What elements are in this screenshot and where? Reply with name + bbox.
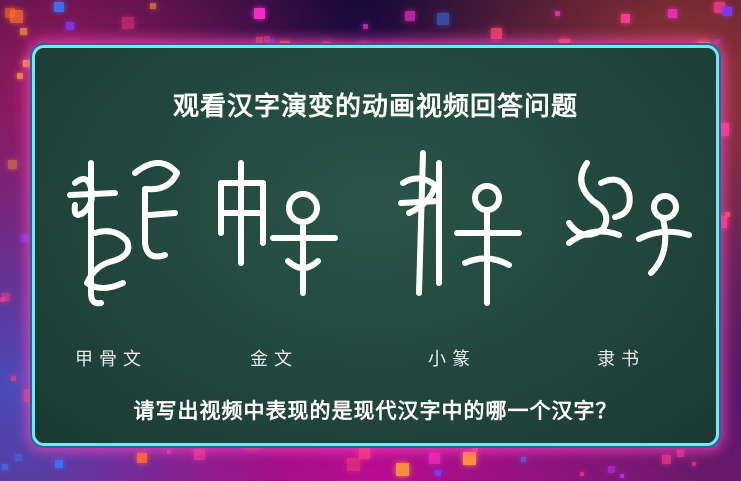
decor-block xyxy=(66,22,74,30)
decor-block xyxy=(15,454,22,461)
decor-block xyxy=(267,39,275,47)
decor-block xyxy=(11,376,16,381)
decor-block xyxy=(473,447,478,452)
decor-block xyxy=(54,2,64,12)
script-label-bronze: 金文 xyxy=(250,349,298,370)
decor-block xyxy=(435,470,441,476)
decor-block xyxy=(363,24,368,29)
decor-block xyxy=(491,28,502,39)
decor-block xyxy=(10,10,23,23)
decor-block xyxy=(347,458,360,471)
decor-block xyxy=(620,474,624,478)
decor-block xyxy=(396,463,409,476)
decor-block xyxy=(429,453,440,464)
blackboard-surface xyxy=(35,48,716,443)
decor-block xyxy=(254,8,265,19)
decor-block xyxy=(405,11,415,21)
decor-block xyxy=(714,2,725,13)
decor-block xyxy=(677,450,684,457)
decor-block xyxy=(608,466,615,473)
decor-block xyxy=(521,457,526,462)
decor-block xyxy=(8,160,17,169)
decor-block xyxy=(21,235,28,242)
glyph-row xyxy=(35,143,716,323)
decor-block xyxy=(194,449,205,460)
ancient-glyph-1 xyxy=(67,160,180,307)
decor-block xyxy=(463,452,476,465)
decor-block xyxy=(359,448,370,459)
decor-block xyxy=(621,14,630,23)
decor-block xyxy=(437,13,449,25)
decor-block xyxy=(662,455,671,464)
decor-block xyxy=(17,73,23,79)
ancient-glyph-3 xyxy=(398,150,522,306)
decor-block xyxy=(715,39,720,44)
decor-block xyxy=(725,212,730,217)
decor-block xyxy=(668,9,677,18)
ancient-glyph-4 xyxy=(566,160,692,276)
script-label-oracle: 甲骨文 xyxy=(75,349,147,370)
decor-block xyxy=(580,472,584,476)
question-text: 请写出视频中表现的是现代汉字中的哪一个汉字？ xyxy=(133,399,618,423)
decor-block xyxy=(555,11,560,16)
decor-block xyxy=(20,28,27,35)
decor-block xyxy=(716,123,729,136)
decor-block xyxy=(256,37,263,44)
decor-block xyxy=(692,462,696,466)
decor-block xyxy=(122,17,134,29)
decor-block xyxy=(55,460,63,468)
blackboard: 观看汉字演变的动画视频回答问题 xyxy=(32,45,719,446)
decor-block xyxy=(2,293,10,301)
board-title: 观看汉字演变的动画视频回答问题 xyxy=(172,92,578,122)
decor-block xyxy=(559,39,570,50)
decor-block xyxy=(150,3,156,9)
decor-block xyxy=(723,7,732,16)
script-label-clerical: 隶书 xyxy=(597,349,645,370)
decor-block xyxy=(2,464,8,470)
decor-block xyxy=(167,450,171,454)
script-label-seal: 小篆 xyxy=(428,349,476,370)
ancient-glyph-2 xyxy=(218,160,338,296)
decor-block xyxy=(23,60,30,67)
decor-block xyxy=(137,453,147,463)
decor-block xyxy=(264,36,270,42)
